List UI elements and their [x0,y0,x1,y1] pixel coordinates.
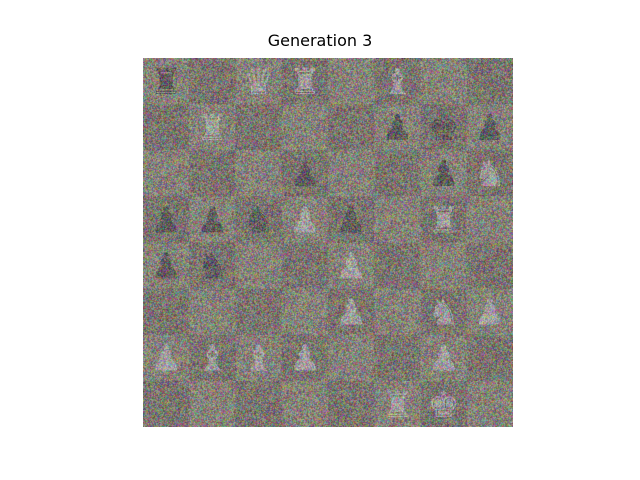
noisy-chessboard-image: ♜♛♜♝♜♟♚♟♟♟♞♟♟♞♟♟♜♟♞♟♟♞♟♟♝♝♟♟♜♚ [143,58,513,427]
figure-title: Generation 3 [267,31,373,50]
noise-overlay [143,58,513,427]
